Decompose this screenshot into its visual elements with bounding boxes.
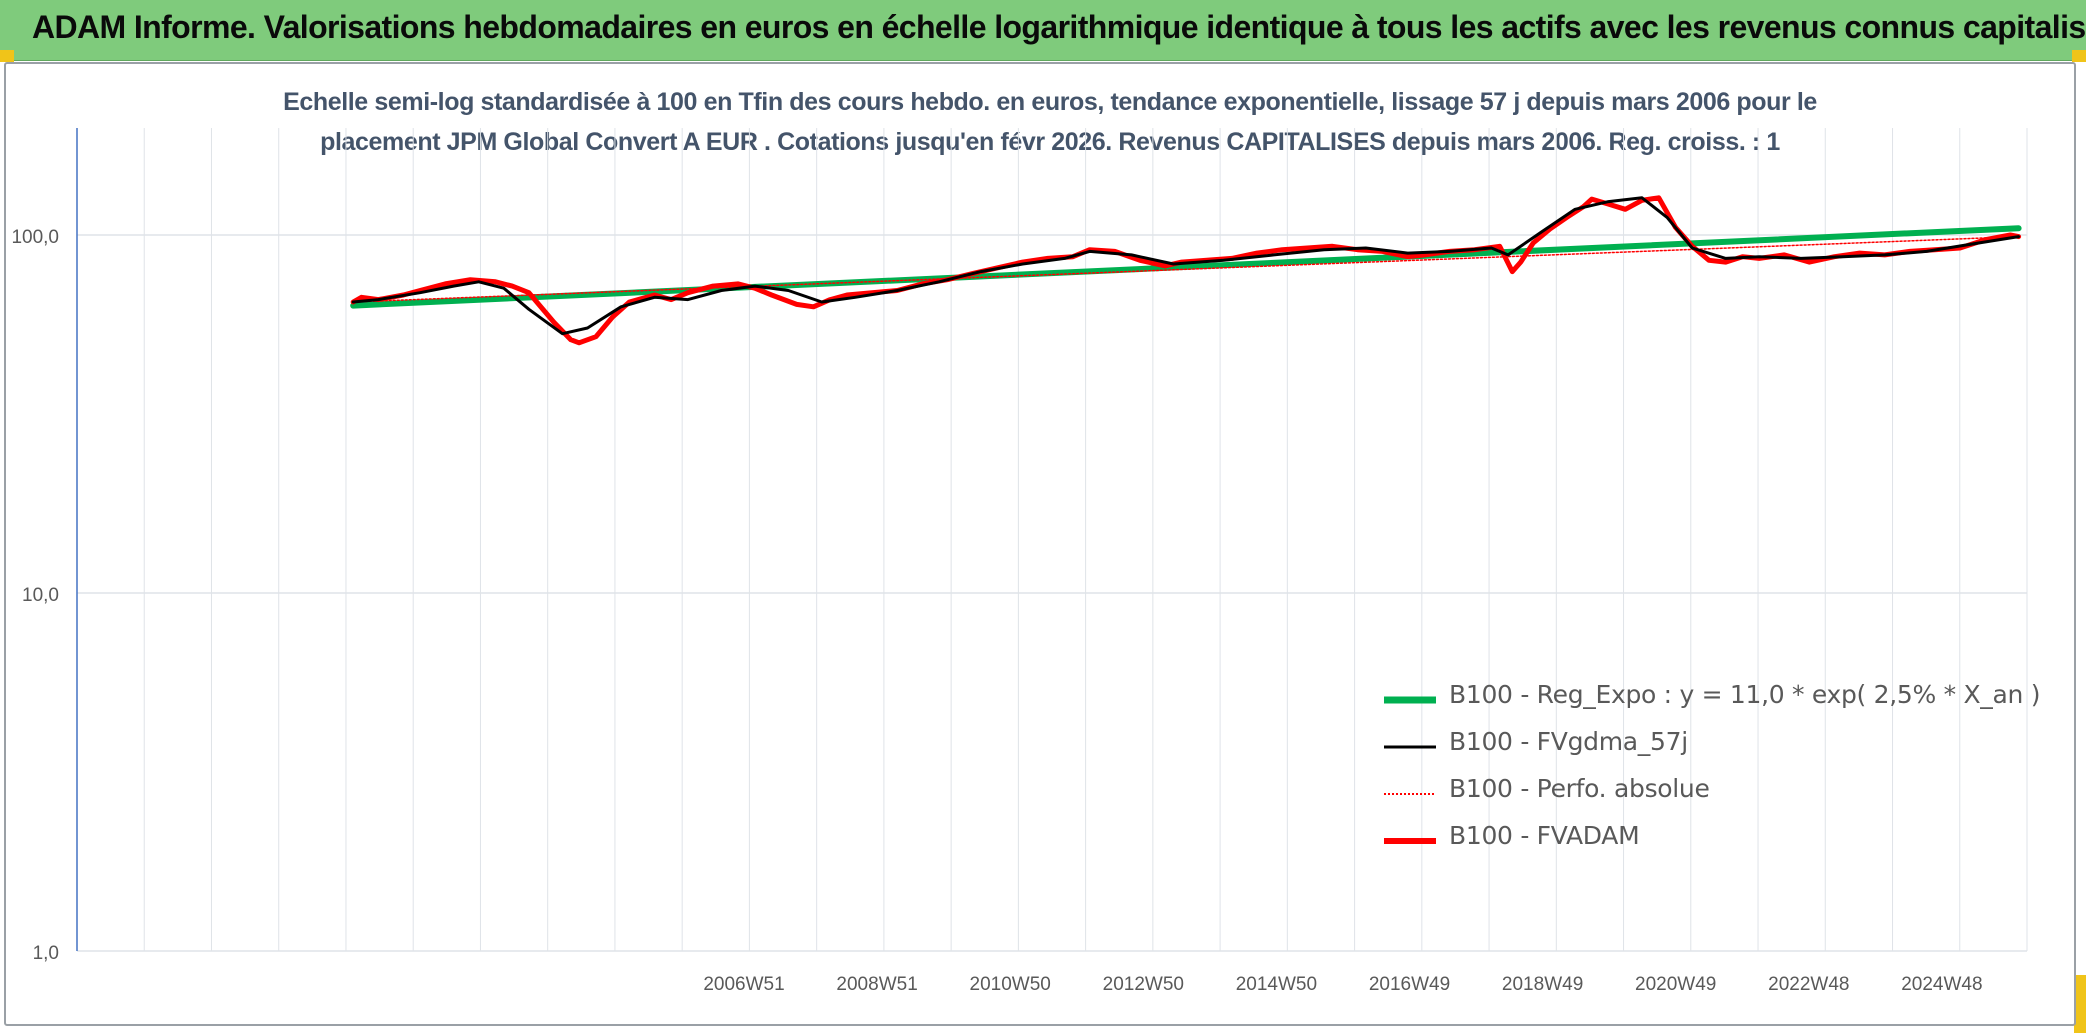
- legend-swatch-perfo: [1384, 793, 1436, 795]
- y-tick-label: 1,0: [33, 943, 59, 964]
- chart-frame: [4, 62, 2076, 1026]
- x-tick-label: 2014W50: [1236, 974, 1317, 995]
- legend-label-perfo: B100 - Perfo. absolue: [1449, 774, 1710, 803]
- series-regression-line: [350, 225, 2022, 309]
- series-fvgdma-line: [351, 196, 2021, 336]
- x-tick-label: 2012W50: [1103, 974, 1184, 995]
- series-perfo-line: [352, 235, 2020, 303]
- corner-marker-top-right: [2072, 50, 2086, 62]
- series-fvadam-line: [350, 195, 2022, 346]
- legend-swatch-regression: [1384, 696, 1436, 704]
- y-tick-label: 100,0: [11, 227, 59, 248]
- legend-label-regression: B100 - Reg_Expo : y = 11,0 * exp( 2,5% *…: [1449, 680, 2041, 709]
- x-tick-label: 2008W51: [836, 974, 917, 995]
- x-tick-label: 2010W50: [970, 974, 1051, 995]
- corner-marker-top-left: [0, 50, 14, 62]
- legend-label-fvgdma: B100 - FVgdma_57j: [1449, 727, 1688, 756]
- x-tick-label: 2020W49: [1635, 974, 1716, 995]
- x-tick-label: 2016W49: [1369, 974, 1450, 995]
- x-tick-label: 2018W49: [1502, 974, 1583, 995]
- x-tick-label: 2022W48: [1768, 974, 1849, 995]
- legend-label-fvadam: B100 - FVADAM: [1449, 821, 1640, 850]
- corner-marker-bottom-right: [2074, 975, 2086, 1033]
- x-tick-label: 2006W51: [703, 974, 784, 995]
- x-tick-label: 2024W48: [1901, 974, 1982, 995]
- report-title: ADAM Informe. Valorisations hebdomadaire…: [32, 9, 2086, 45]
- legend-swatch-fvgdma: [1384, 745, 1436, 749]
- legend-swatch-fvadam: [1384, 838, 1436, 844]
- title-banner: ADAM Informe. Valorisations hebdomadaire…: [0, 0, 2086, 61]
- chart-subtitle-line-1: Echelle semi-log standardisée à 100 en T…: [283, 88, 1817, 116]
- chart-subtitle-line-2: placement JPM Global Convert A EUR . Cot…: [320, 128, 1780, 156]
- y-tick-label: 10,0: [22, 585, 59, 606]
